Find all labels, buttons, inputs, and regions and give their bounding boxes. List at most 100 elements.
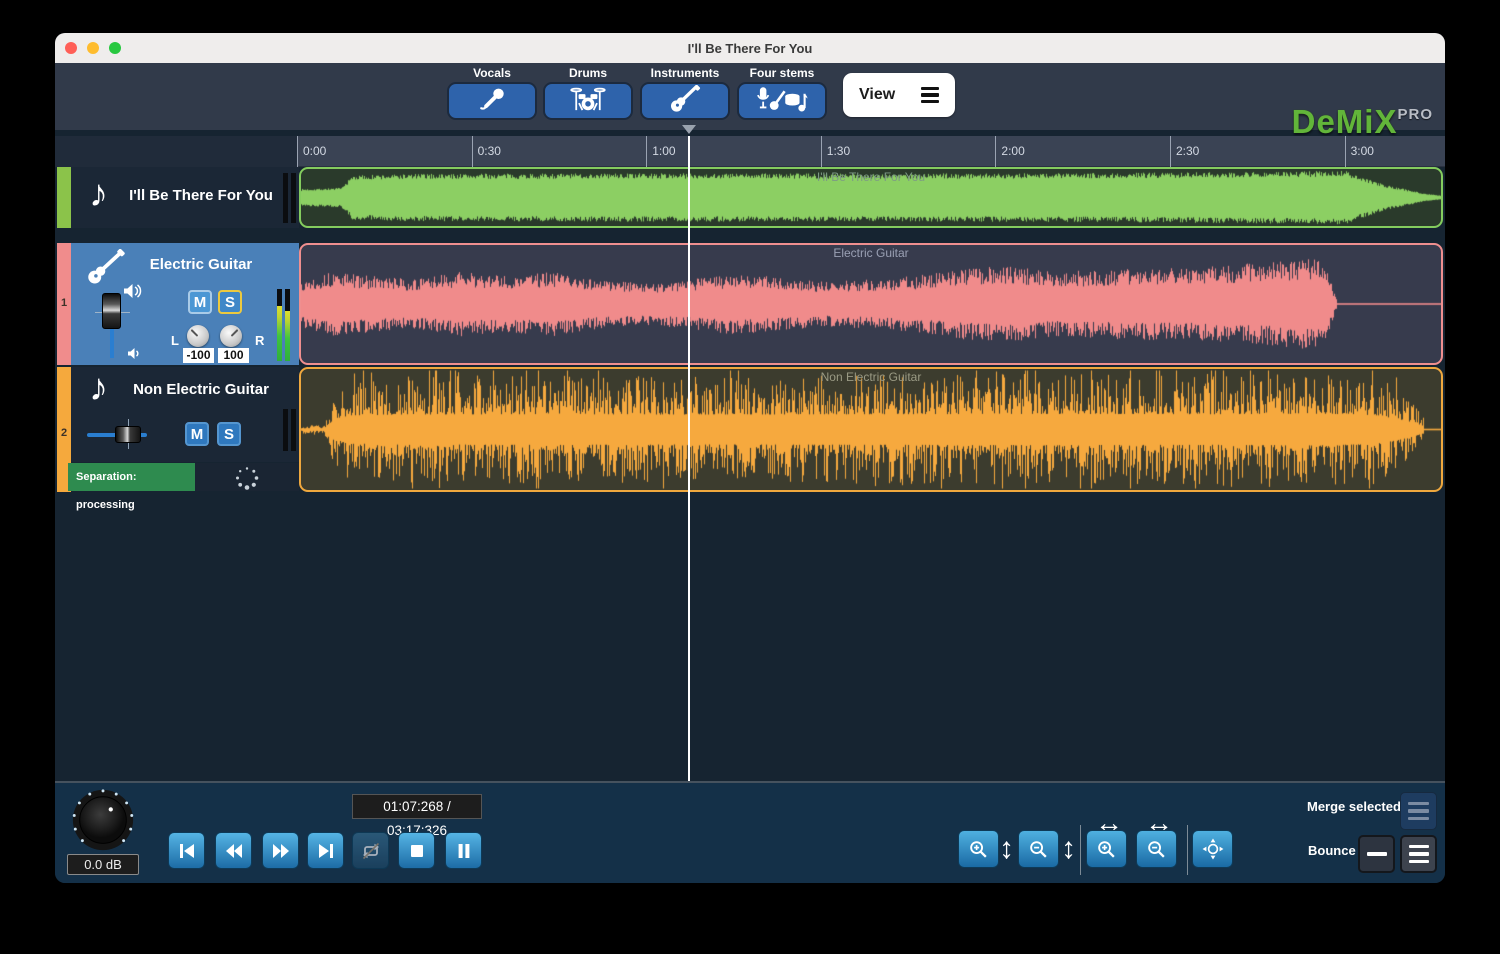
music-note-icon: ♪ [89, 175, 108, 213]
zoom-out-vertical-button[interactable] [1018, 830, 1059, 868]
drum-kit-icon [570, 85, 606, 118]
audio-region-mix[interactable]: I'll Be There For You [299, 167, 1443, 228]
master-volume-knob[interactable] [68, 787, 138, 860]
brand-text: DeMiX [1292, 103, 1398, 140]
titlebar: I'll Be There For You [55, 33, 1445, 63]
skip-to-start-button[interactable] [168, 832, 205, 869]
toolbar: Vocals Drums [55, 63, 1445, 130]
volume-fader-handle[interactable] [115, 426, 141, 443]
ruler-tick: 1:00 [646, 136, 675, 167]
ruler-tick: 1:30 [821, 136, 850, 167]
view-menu-icon [921, 84, 939, 107]
pan-right-value[interactable]: 100 [218, 348, 249, 363]
audio-region-non-electric-guitar[interactable]: Non Electric Guitar [299, 367, 1443, 492]
music-note-icon: ♪ [89, 369, 108, 407]
view-menu-button[interactable]: View [843, 73, 955, 117]
ruler-tick: 0:00 [297, 136, 326, 167]
track-title: Electric Guitar [111, 256, 291, 273]
track-title: Non Electric Guitar [111, 381, 291, 398]
merge-selected-button[interactable] [1400, 792, 1437, 830]
minimize-window-button[interactable] [87, 42, 99, 54]
master-volume-readout: 0.0 dB [67, 854, 139, 875]
speaker-loud-icon [123, 283, 143, 304]
four-stems-label: Four stems [737, 66, 827, 81]
stem-group-drums: Drums [543, 66, 633, 120]
app-window: I'll Be There For You Vocals Drums [55, 33, 1445, 883]
stem-group-four-stems: Four stems [737, 66, 827, 120]
microphone-icon [475, 86, 509, 117]
zoom-fit-button[interactable] [1192, 830, 1233, 868]
spinner-icon [233, 464, 261, 497]
level-meters [283, 409, 296, 451]
zoom-out-horizontal-button[interactable] [1136, 830, 1177, 868]
four-stems-button[interactable] [737, 82, 827, 120]
track-color-strip[interactable] [57, 167, 71, 228]
loop-button[interactable] [352, 832, 389, 869]
zoom-in-vertical-button[interactable] [958, 830, 999, 868]
track-header-mix[interactable]: ♪ I'll Be There For You [71, 167, 299, 228]
vocals-label: Vocals [447, 66, 537, 81]
track-header-electric-guitar[interactable]: Electric Guitar M S L -100 [71, 243, 299, 365]
vertical-zoom-arrow-icon: ↕ [1061, 830, 1076, 868]
transport-bar: 0.0 dB 01:07:268 / 03:17:326 [55, 781, 1445, 883]
region-label: Non Electric Guitar [301, 370, 1441, 384]
ruler-left-pad [55, 136, 297, 167]
audio-region-electric-guitar[interactable]: Electric Guitar [299, 243, 1443, 365]
pan-right-label: R [255, 333, 264, 348]
zoom-in-horizontal-button[interactable] [1086, 830, 1127, 868]
pause-button[interactable] [445, 832, 482, 869]
track-number: 1 [57, 297, 71, 309]
waveform-electric-guitar [301, 245, 1441, 363]
ruler-tick: 2:00 [995, 136, 1024, 167]
track-number: 2 [57, 427, 71, 439]
zoom-window-button[interactable] [109, 42, 121, 54]
track-color-strip[interactable]: 1 [57, 243, 71, 365]
bounce-label: Bounce [1308, 843, 1356, 858]
ruler-tick: 3:00 [1345, 136, 1374, 167]
bounce-menu-button[interactable] [1400, 835, 1437, 873]
instruments-button[interactable] [640, 82, 730, 120]
pan-left-knob[interactable] [187, 325, 209, 347]
separation-status-badge: Separation: processing [68, 463, 195, 491]
mute-button[interactable]: M [188, 290, 212, 314]
view-label: View [859, 86, 895, 104]
track-row-electric-guitar: 1 Electric Guitar [57, 243, 1443, 365]
drums-label: Drums [543, 66, 633, 81]
fast-forward-button[interactable] [262, 832, 299, 869]
bounce-remove-button[interactable] [1358, 835, 1395, 873]
skip-to-end-button[interactable] [307, 832, 344, 869]
track-header-non-electric-guitar[interactable]: ♪ Non Electric Guitar M S [71, 367, 299, 462]
pan-left-value[interactable]: -100 [183, 348, 214, 363]
vocals-button[interactable] [447, 82, 537, 120]
window-title: I'll Be There For You [688, 41, 813, 56]
instruments-label: Instruments [640, 66, 730, 81]
speaker-quiet-icon [127, 347, 141, 365]
solo-button[interactable]: S [218, 290, 242, 314]
close-window-button[interactable] [65, 42, 77, 54]
solo-button[interactable]: S [217, 422, 241, 446]
vertical-zoom-arrow-icon: ↕ [999, 830, 1014, 868]
separation-progress-area [195, 463, 299, 491]
time-ruler[interactable]: 0:00 0:30 1:00 1:30 2:00 2:30 3:00 [297, 136, 1445, 167]
mute-button[interactable]: M [185, 422, 209, 446]
pan-right-knob[interactable] [220, 325, 242, 347]
level-meters [283, 173, 296, 223]
track-title: I'll Be There For You [111, 187, 291, 204]
region-label: Electric Guitar [301, 246, 1441, 260]
rewind-button[interactable] [215, 832, 252, 869]
playhead-line[interactable] [688, 136, 690, 781]
merge-selected-label: Merge selected [1307, 799, 1401, 814]
stop-button[interactable] [398, 832, 435, 869]
playhead-marker[interactable] [682, 125, 696, 134]
four-stems-icon [756, 84, 808, 119]
drums-button[interactable] [543, 82, 633, 120]
ruler-tick: 2:30 [1170, 136, 1199, 167]
level-meters [277, 289, 290, 361]
brand-tier-text: PRO [1397, 106, 1433, 123]
stem-group-instruments: Instruments [640, 66, 730, 120]
divider [1187, 825, 1188, 875]
volume-fader-handle[interactable] [102, 293, 121, 329]
guitar-icon [668, 85, 702, 118]
track-row-mix: ♪ I'll Be There For You I'll Be There Fo… [57, 167, 1443, 228]
ruler-tick: 0:30 [472, 136, 501, 167]
